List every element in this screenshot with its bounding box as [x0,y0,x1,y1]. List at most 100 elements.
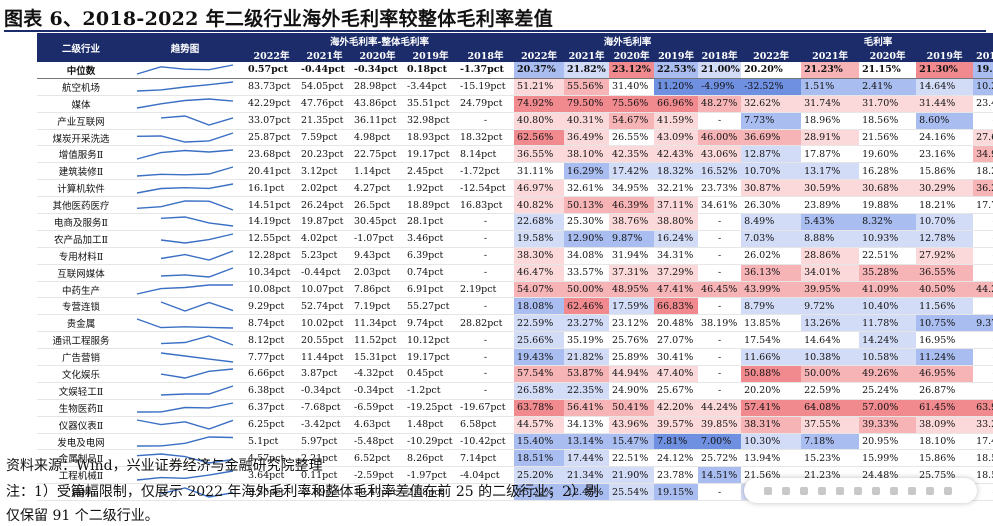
overseas-cell: 20.48% [654,314,699,333]
overseas-cell: 43.06% [698,145,742,164]
diff-cell: 1.14pct [351,162,404,181]
gross-cell: 50.00% [801,365,860,383]
overseas-cell: 74.92% [514,95,565,113]
diff-cell: 11.44pct [298,348,351,367]
gross-cell: 10.38% [801,348,860,367]
gross-cell: 26.87% [916,382,974,400]
overseas-cell: - [698,483,742,502]
overseas-cell: 62.46% [564,297,610,316]
industry-name: 仪器仪表Ⅱ [37,416,125,434]
diff-cell: -1.07pct [351,230,404,248]
gross-cell: 9.37% [973,314,993,333]
overseas-cell: 15.22% [514,483,565,502]
source-note: 资料来源：Wind，兴业证券经济与金融研究院整理 [6,458,323,474]
diff-cell: 4.57pct [245,449,298,468]
overseas-cell: 38.19% [698,314,742,333]
gross-cell: 13.17% [801,162,860,181]
overseas-cell: 7.81% [654,433,699,451]
gross-cell: 15.86% [916,162,974,181]
overseas-cell: 20.37% [514,62,565,79]
gross-cell: 18.21% [916,196,974,215]
overseas-cell: 37.11% [654,196,699,215]
gross-cell: 10.70% [741,162,802,181]
overlay-bubble[interactable] [744,478,977,503]
trend-sparkline [125,129,245,147]
gross-cell: 20.20% [741,382,802,400]
trend-line [136,132,234,143]
header-year: 2019年 [916,48,974,62]
gross-cell: 38.31% [741,416,802,434]
header-year: 2018年 [698,48,742,62]
table-row: 中药生产 10.08pct 10.07pct 7.86pct 6.91pct 2.19pc… [37,281,993,299]
gross-cell: 30.87% [741,179,802,198]
diff-cell: 35.51pct [404,95,457,113]
header-overseas-group: 海外毛利率 [514,33,742,48]
trend-sparkline [125,264,245,282]
industry-name: 贵金属 [37,314,125,333]
gross-cell: 10.58% [859,348,917,367]
trend-line [136,284,233,295]
diff-cell: -2.89pct [298,483,351,502]
gross-cell: - [973,382,993,400]
header-year: 2021年 [801,48,860,62]
overseas-cell: 31.94% [609,247,655,265]
diff-cell: - [457,348,515,367]
table-row: 通讯工程服务 8.12pct 20.55pct 11.52pct 10.12pct -25… [37,331,993,350]
overseas-cell: 46.45% [698,281,742,299]
gross-cell: 12.78% [916,230,974,248]
table-row: 贵金属 8.74pct 10.02pct 11.34pct 9.74pct 28.82pc… [37,314,993,333]
gross-cell: 10.30% [741,433,802,451]
overseas-cell: 53.87% [564,365,610,383]
overseas-cell: 11.20% [654,78,699,96]
trend-line [136,166,234,177]
industry-name: 发电及电网 [37,433,125,451]
overseas-cell: - [698,348,742,367]
industry-name: 专营连锁 [37,297,125,316]
table-body: 中位数 0.57pct -0.44pct -0.34pct 0.18pct -1.37pc… [37,62,993,502]
gross-cell: 34.91% [973,145,993,164]
overseas-cell: 39.57% [654,416,699,434]
diff-cell: - [457,365,515,383]
trend-sparkline [125,399,245,417]
overseas-cell: 47.41% [654,281,699,299]
gross-cell: 11.78% [859,314,917,333]
gross-cell: 7.03% [741,230,802,248]
gross-cell: 17.42% [973,433,993,451]
table-row: 文化娱乐 6.66pct 3.87pct -4.32pct 0.45pct -57.54%… [37,365,993,383]
overseas-cell: 36.49% [564,129,610,147]
overseas-cell: 18.51% [514,449,565,468]
overseas-cell: 17.44% [564,449,610,468]
diff-cell: 14.19pct [245,213,298,231]
gross-cell: 44.26% [973,281,993,299]
trend-line [136,402,234,413]
diff-cell: 10.47pct [351,483,404,502]
gross-cell: 26.30% [741,196,802,215]
overseas-cell: 75.56% [609,95,655,113]
diff-cell: 24.79pct [457,95,515,113]
overseas-cell: 17.59% [609,297,655,316]
diff-cell: 18.93pct [404,129,457,147]
diff-cell: - [457,264,515,282]
overseas-cell: 23.78% [654,466,699,485]
overseas-cell: 34.13% [564,416,610,434]
diff-cell: 6.66pct [245,365,298,383]
table-row: 专营连锁 9.29pct 52.74pct 7.19pct 55.27pct -18.08… [37,297,993,316]
overseas-cell: 50.13% [564,196,610,215]
diff-cell: 18.89pct [404,196,457,215]
diff-cell: 10.12pct [404,331,457,350]
gross-cell: 13.85% [741,314,802,333]
trend-line [160,351,234,363]
diff-cell: 30.45pct [351,213,404,231]
gross-cell: 36.55% [916,264,974,282]
table-row: 煤炭开采洗选 25.87pct 7.59pct 4.98pct 18.93pct 18.3… [37,129,993,147]
diff-cell: 3.56pct [245,483,298,502]
overseas-cell: 38.30% [514,247,565,265]
gross-cell: 11.24% [916,348,974,367]
trend-sparkline [125,314,245,333]
diff-cell: 6.52pct [351,449,404,468]
diff-cell: 4.02pct [298,230,351,248]
diff-cell: 19.87pct [298,213,351,231]
header-industry: 二级行业 [37,33,125,62]
overseas-cell: 43.96% [609,416,655,434]
header-trend: 趋势图 [125,33,245,62]
